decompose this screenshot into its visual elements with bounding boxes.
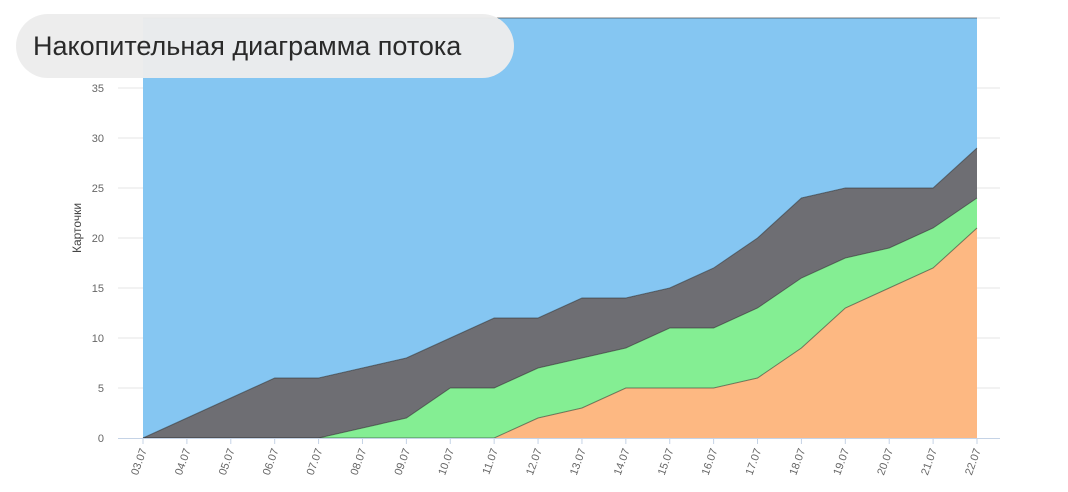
x-tick-label: 22.07	[963, 447, 984, 477]
x-tick-label: 14.07	[612, 447, 633, 477]
y-tick-label: 10	[92, 333, 104, 345]
series-line-3	[142, 147, 978, 439]
x-tick-label: 05.07	[217, 447, 238, 477]
x-tick-label: 13.07	[568, 447, 589, 477]
series-area-4	[143, 18, 977, 438]
series-area-3	[143, 148, 977, 438]
x-tick-label: 09.07	[392, 447, 413, 477]
y-tick-label: 15	[92, 283, 104, 295]
y-tick-label: 5	[98, 383, 104, 395]
x-tick-label: 08.07	[349, 447, 370, 477]
x-tick-label: 18.07	[788, 447, 809, 477]
x-tick-label: 12.07	[524, 447, 545, 477]
x-tick-label: 03.07	[129, 447, 150, 477]
y-axis-title: Карточки	[70, 203, 84, 253]
chart-title: Накопительная диаграмма потока	[16, 14, 514, 78]
x-tick-label: 19.07	[831, 447, 852, 477]
x-tick-label: 10.07	[436, 447, 457, 477]
x-tick-label: 15.07	[656, 447, 677, 477]
x-tick-label: 07.07	[305, 447, 326, 477]
x-tick-label: 04.07	[173, 447, 194, 477]
x-tick-label: 21.07	[919, 447, 940, 477]
stacked-areas	[143, 18, 977, 438]
x-tick-label: 20.07	[875, 447, 896, 477]
y-tick-labels: 0 5 10 15 20 25 30 35	[92, 83, 104, 445]
series-area-1	[143, 228, 977, 438]
y-tick-label: 20	[92, 233, 104, 245]
x-tick-label: 17.07	[744, 447, 765, 477]
y-tick-label: 30	[92, 133, 104, 145]
x-tick-label: 16.07	[700, 447, 721, 477]
y-tick-label: 0	[98, 433, 104, 445]
y-tick-label: 35	[92, 83, 104, 95]
x-tick-label: 11.07	[481, 447, 501, 476]
series-area-2	[143, 198, 977, 438]
y-tick-label: 25	[92, 183, 104, 195]
axes	[118, 438, 1000, 444]
x-tick-labels: 03.07 04.07 05.07 06.07 07.07 08.07 09.07 10.07…	[129, 447, 984, 477]
x-tick-label: 06.07	[261, 447, 282, 477]
